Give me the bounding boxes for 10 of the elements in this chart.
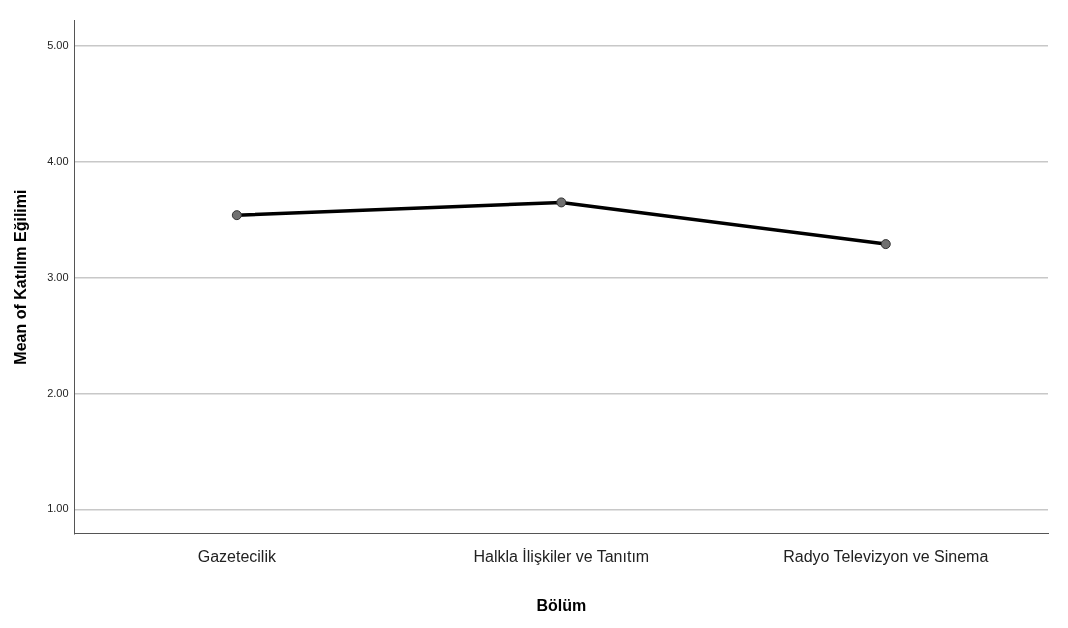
y-tick-label: 4.00 xyxy=(47,154,69,167)
y-tick-label: 3.00 xyxy=(47,270,69,283)
x-tick-label: Gazetecilik xyxy=(197,547,277,565)
y-axis-title: Mean of Katılım Eğilimi xyxy=(12,189,30,365)
x-tick-label: Halkla İlişkiler ve Tanıtım xyxy=(473,546,650,565)
y-tick-label: 5.00 xyxy=(47,39,69,52)
y-tick-label: 2.00 xyxy=(47,386,69,399)
x-axis-title: Bölüm xyxy=(536,596,587,614)
x-tick-label: Radyo Televizyon ve Sinema xyxy=(783,547,989,565)
y-tick-label: 1.00 xyxy=(47,502,69,515)
